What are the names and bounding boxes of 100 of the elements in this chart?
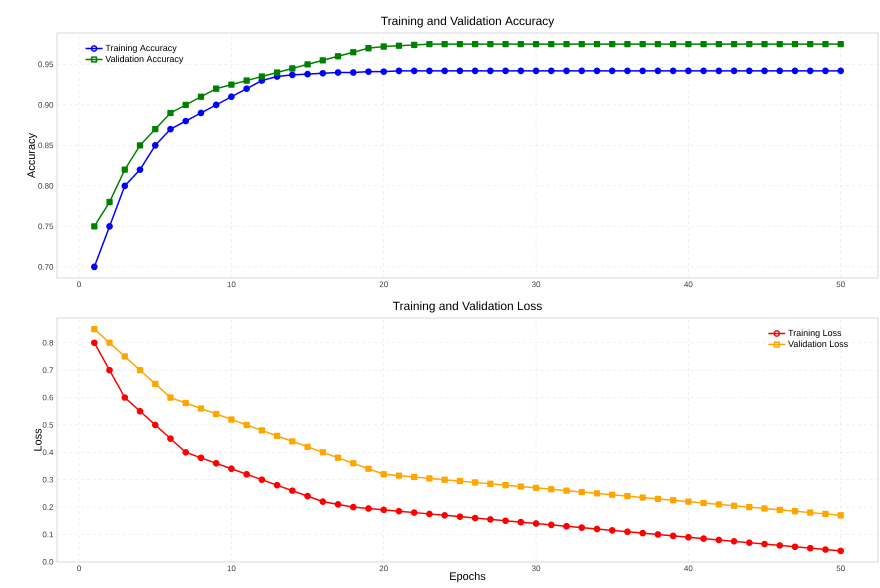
point (106, 366, 113, 374)
point (700, 40, 707, 48)
point (776, 542, 784, 549)
point (334, 53, 342, 60)
point (761, 40, 768, 48)
point (258, 476, 266, 484)
point (136, 408, 144, 415)
point (198, 110, 204, 116)
point (670, 532, 676, 540)
point (518, 40, 524, 48)
point (715, 536, 722, 544)
point (716, 40, 722, 48)
legend-label: Training Accuracy (106, 44, 177, 53)
point (746, 40, 752, 48)
chart-title: Training and Validation Loss (393, 301, 542, 312)
point (685, 40, 692, 48)
point (532, 520, 540, 527)
point (563, 40, 570, 48)
point (608, 527, 616, 534)
point (624, 492, 631, 500)
point (411, 42, 418, 48)
point (670, 40, 676, 48)
point (472, 40, 478, 48)
point (456, 68, 464, 74)
legend-label: Validation Accuracy (105, 56, 184, 64)
point (106, 198, 113, 206)
point (792, 40, 798, 48)
point (730, 502, 738, 509)
point (670, 497, 676, 504)
point (212, 102, 220, 108)
point (319, 70, 326, 77)
point (152, 142, 159, 149)
point (532, 68, 540, 74)
point (502, 482, 509, 488)
point (212, 460, 220, 467)
point (578, 488, 585, 496)
point (776, 68, 784, 74)
point (822, 68, 829, 74)
point (594, 40, 600, 48)
point (792, 543, 798, 550)
point (502, 40, 509, 48)
point (365, 45, 372, 52)
point (410, 509, 418, 516)
point (228, 93, 235, 100)
point (289, 65, 296, 72)
point (288, 72, 296, 78)
point (167, 110, 174, 116)
point (167, 435, 174, 442)
point (806, 544, 814, 552)
point (365, 466, 372, 472)
point (244, 77, 250, 84)
point (730, 538, 738, 545)
point (288, 487, 296, 494)
point (487, 40, 494, 48)
point (563, 488, 570, 494)
point (396, 472, 402, 479)
point (426, 68, 433, 74)
point (244, 422, 250, 428)
point (258, 427, 266, 434)
point (472, 68, 478, 74)
point (350, 460, 356, 466)
point (700, 68, 707, 74)
point (198, 405, 204, 412)
point (182, 118, 190, 124)
point (152, 422, 159, 428)
point (639, 68, 646, 74)
point (289, 438, 296, 445)
point (304, 70, 311, 78)
point (487, 68, 494, 74)
point (792, 508, 798, 514)
point (472, 479, 478, 486)
point (320, 449, 326, 456)
point (426, 510, 433, 518)
point (121, 394, 128, 401)
point (746, 68, 753, 74)
point (594, 68, 600, 74)
point (578, 68, 586, 74)
point (640, 494, 646, 501)
point (426, 475, 433, 482)
point (350, 69, 357, 76)
point (365, 68, 372, 76)
legend-label: Training Loss (788, 330, 842, 338)
point (640, 40, 646, 48)
point (716, 501, 722, 508)
point (532, 40, 540, 48)
point (380, 43, 387, 50)
point (213, 410, 220, 418)
point (213, 86, 220, 92)
point (396, 68, 402, 74)
point (472, 514, 478, 522)
point (441, 68, 448, 74)
point (396, 42, 402, 49)
point (121, 182, 128, 190)
point (746, 504, 752, 510)
point (654, 40, 662, 48)
x-axis-title: Epochs (450, 572, 486, 582)
point (274, 482, 280, 489)
point (350, 49, 356, 56)
point (730, 40, 738, 48)
point (411, 474, 418, 480)
